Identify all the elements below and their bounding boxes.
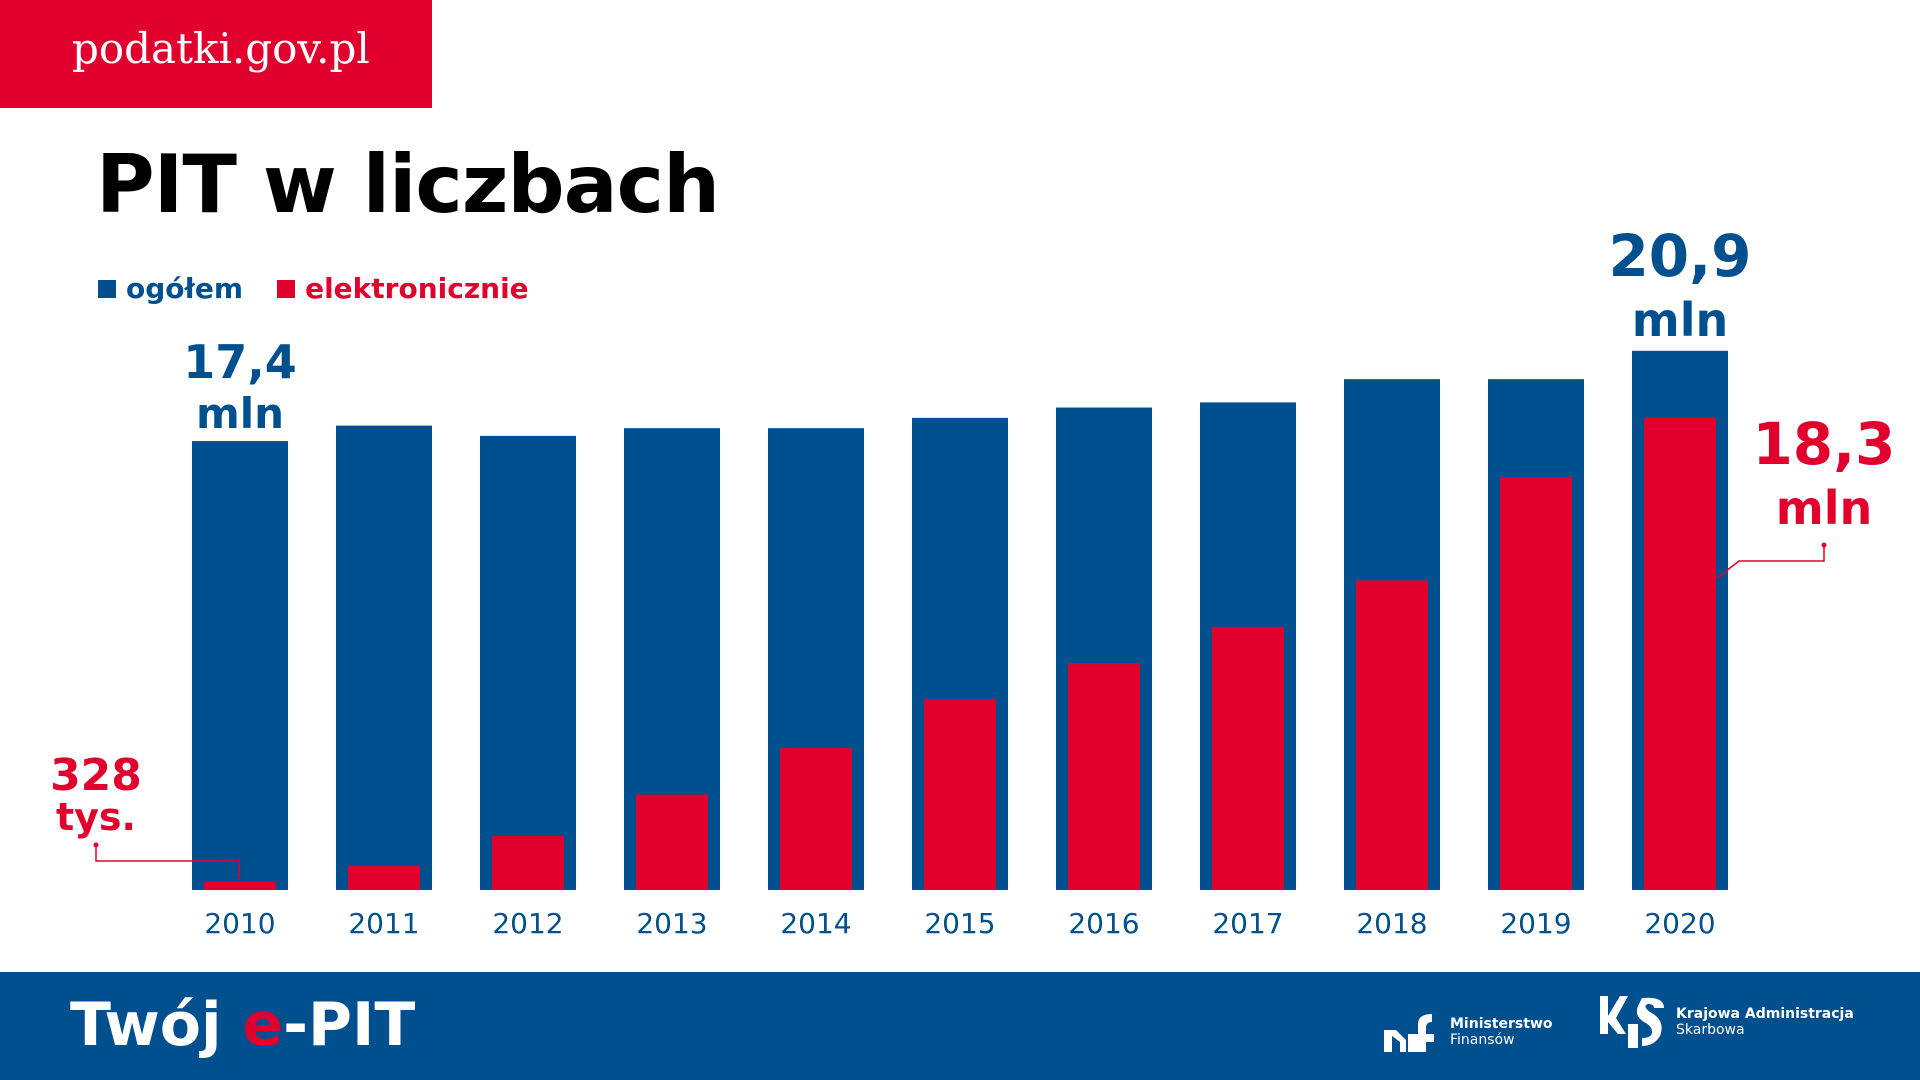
x-tick-label: 2016 [1068, 907, 1139, 940]
bar-total-2010 [192, 441, 288, 890]
legend-label: elektronicznie [305, 272, 529, 305]
logo-ministry-finance: Ministerstwo Finansów [1382, 1010, 1553, 1054]
legend: ogółem elektronicznie [98, 272, 529, 305]
legend-swatch [98, 279, 116, 298]
bar-electronic-2012 [492, 835, 564, 890]
x-tick-label: 2018 [1356, 907, 1427, 940]
logo-kas: Krajowa Administracja Skarbowa [1598, 994, 1854, 1050]
x-tick-label: 2011 [348, 907, 419, 940]
site-name: podatki.gov.pl [72, 24, 370, 73]
legend-item-electronic: elektronicznie [277, 272, 529, 305]
x-tick-label: 2013 [636, 907, 707, 940]
x-tick-label: 2019 [1500, 907, 1571, 940]
legend-item-total: ogółem [98, 272, 243, 305]
bar-electronic-2011 [348, 865, 420, 890]
logo-text: Finansów [1450, 1032, 1515, 1048]
brand-banner: podatki.gov.pl [0, 0, 432, 108]
annotation-value: 18,3 [1752, 410, 1895, 478]
page-title: PIT w liczbach [96, 138, 720, 231]
bar-electronic-2020 [1644, 417, 1716, 890]
legend-label: ogółem [126, 272, 244, 305]
callout-dot [1821, 542, 1827, 548]
callout-line [1716, 546, 1825, 579]
callout-dot [93, 842, 99, 848]
bar-total-2012 [480, 435, 576, 890]
bar-chart: 2010 2011 2012 2013 2014 2015 2016 2017 2018 2019… [50, 222, 1895, 940]
bar-total-2011 [336, 425, 432, 890]
bar-electronic-2010 [204, 881, 276, 890]
bar-electronic-2014 [780, 748, 852, 890]
logo-text: Krajowa Administracja [1676, 1006, 1854, 1022]
annotation-unit: mln [196, 389, 284, 438]
legend-swatch [277, 279, 296, 298]
bar-electronic-2013 [636, 794, 708, 890]
x-tick-label: 2020 [1644, 907, 1715, 940]
x-tick-label: 2012 [492, 907, 563, 940]
x-tick-label: 2015 [924, 907, 995, 940]
bar-electronic-2019 [1500, 477, 1572, 890]
x-tick-label: 2014 [780, 907, 851, 940]
annotation-value: 328 [50, 750, 142, 801]
kas-logo-icon [1600, 996, 1664, 1048]
x-tick-label: 2010 [204, 907, 275, 940]
bar-electronic-2016 [1068, 662, 1140, 890]
footer: Twój e-PIT Ministerstwo Finansów Krajowa … [0, 972, 1920, 1080]
annotation-unit: tys. [56, 795, 136, 839]
annotation-unit: mln [1632, 293, 1728, 347]
logo-text: Ministerstwo [1450, 1016, 1553, 1032]
campaign-logo: Twój e-PIT [70, 990, 416, 1060]
mf-logo-icon [1384, 1014, 1434, 1052]
annotation-unit: mln [1776, 481, 1872, 535]
bar-electronic-2018 [1356, 580, 1428, 890]
logo-text: Skarbowa [1676, 1022, 1745, 1038]
annotation-value: 20,9 [1608, 222, 1751, 290]
bar-electronic-2015 [924, 699, 996, 890]
annotation-value: 17,4 [183, 335, 297, 389]
bar-electronic-2017 [1212, 626, 1284, 890]
x-tick-label: 2017 [1212, 907, 1283, 940]
callout-line [95, 846, 240, 879]
